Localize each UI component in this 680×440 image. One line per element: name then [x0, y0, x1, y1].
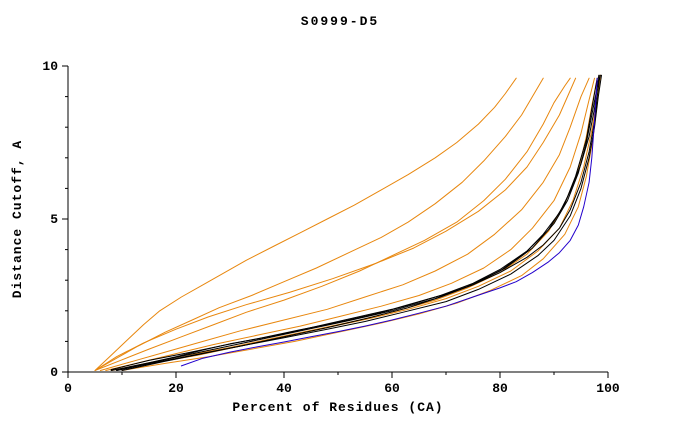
y-tick-label: 0	[50, 365, 58, 380]
series-black-5	[116, 77, 598, 371]
series-blue-1	[180, 77, 598, 367]
series-black-4	[116, 74, 601, 371]
series-orange-4	[99, 77, 590, 371]
x-tick-label: 40	[276, 381, 292, 396]
series-orange-3	[94, 77, 571, 371]
x-tick-label: 100	[596, 381, 620, 396]
x-tick-label: 60	[384, 381, 400, 396]
x-axis-label: Percent of Residues (CA)	[232, 400, 444, 415]
y-tick-label: 10	[42, 59, 58, 74]
series-black-2	[110, 74, 600, 371]
series-orange-8	[121, 74, 601, 371]
x-tick-label: 80	[492, 381, 508, 396]
series-orange-1	[94, 77, 517, 371]
series-orange-6	[110, 77, 598, 371]
x-tick-label: 20	[168, 381, 184, 396]
series-orange-2	[94, 77, 544, 371]
x-tick-label: 0	[64, 381, 72, 396]
series-orange-9	[94, 77, 577, 371]
chart-title: S0999-D5	[300, 14, 380, 29]
series-black-3	[121, 74, 602, 371]
series-orange-5	[105, 77, 595, 371]
y-tick-label: 5	[50, 212, 58, 227]
